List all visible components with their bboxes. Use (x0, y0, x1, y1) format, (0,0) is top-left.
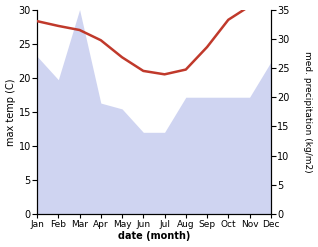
Y-axis label: max temp (C): max temp (C) (5, 78, 16, 145)
Y-axis label: med. precipitation (kg/m2): med. precipitation (kg/m2) (303, 51, 313, 173)
X-axis label: date (month): date (month) (118, 231, 190, 242)
